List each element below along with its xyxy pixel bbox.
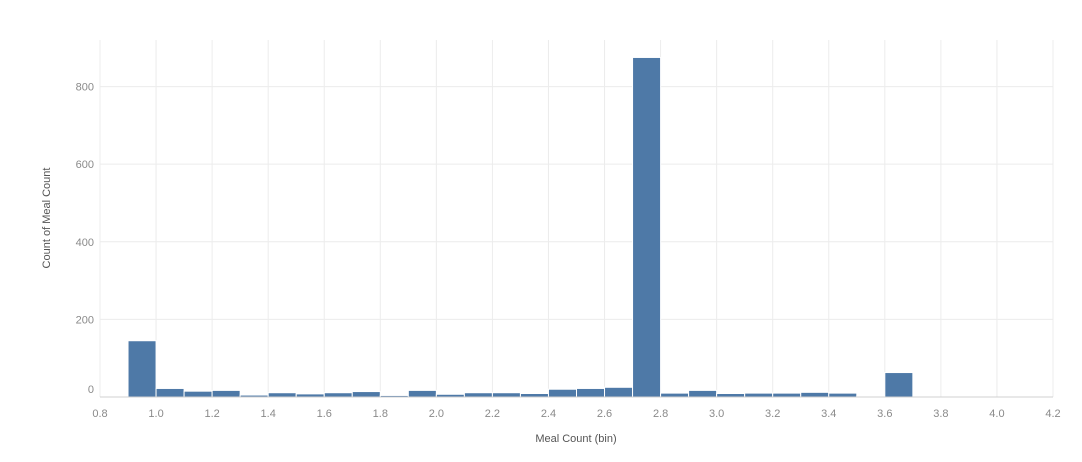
x-tick-label: 2.6 — [597, 408, 612, 420]
x-tick-label: 3.4 — [821, 408, 836, 420]
histogram-bar[interactable] — [604, 386, 634, 398]
x-tick-label: 3.6 — [877, 408, 892, 420]
histogram-bar[interactable] — [491, 392, 521, 398]
histogram-bar[interactable] — [323, 392, 353, 398]
x-tick-label: 1.2 — [204, 408, 219, 420]
x-axis-title: Meal Count (bin) — [535, 433, 616, 445]
y-tick-label: 200 — [76, 314, 94, 326]
histogram-bar[interactable] — [660, 392, 690, 398]
y-tick-label: 600 — [76, 159, 94, 171]
x-tick-label: 1.8 — [373, 408, 388, 420]
x-tick-label: 3.8 — [933, 408, 948, 420]
x-tick-label: 4.2 — [1045, 408, 1060, 420]
histogram-bar[interactable] — [828, 392, 858, 398]
histogram-bar[interactable] — [267, 392, 297, 398]
x-tick-label: 2.8 — [653, 408, 668, 420]
y-tick-label: 800 — [76, 82, 94, 94]
histogram-bar[interactable] — [576, 387, 606, 398]
x-tick-label: 3.2 — [765, 408, 780, 420]
x-tick-label: 3.0 — [709, 408, 724, 420]
histogram-bar[interactable] — [744, 392, 774, 398]
x-tick-label: 2.0 — [429, 408, 444, 420]
x-tick-label: 1.0 — [148, 408, 163, 420]
x-tick-label: 1.6 — [317, 408, 332, 420]
y-tick-label: 400 — [76, 237, 94, 249]
histogram-bar[interactable] — [884, 372, 914, 398]
x-tick-label: 4.0 — [989, 408, 1004, 420]
histogram-bar[interactable] — [211, 389, 241, 398]
x-tick-label: 0.8 — [92, 408, 107, 420]
histogram-bar[interactable] — [716, 393, 746, 398]
histogram-bar[interactable] — [155, 387, 185, 398]
histogram-bar[interactable] — [800, 391, 830, 398]
y-tick-label: 0 — [88, 384, 94, 396]
histogram-bar[interactable] — [463, 392, 493, 398]
bars-layer — [127, 56, 914, 398]
histogram-bar[interactable] — [407, 389, 437, 398]
y-axis-title: Count of Meal Count — [41, 168, 53, 269]
histogram-bar[interactable] — [127, 340, 157, 398]
histogram-bar[interactable] — [547, 388, 577, 398]
ticks-layer: 0.8 1.0 1.2 1.4 1.6 1.8 2.0 2.2 2.4 2.6 2.8 3.0 3.2 3… — [76, 82, 1061, 420]
x-tick-label: 1.4 — [261, 408, 276, 420]
histogram-bar[interactable] — [351, 391, 381, 398]
histogram-bar[interactable] — [772, 392, 802, 398]
histogram-bar[interactable] — [183, 390, 213, 398]
grid-layer — [99, 40, 1054, 397]
x-tick-label: 2.4 — [541, 408, 556, 420]
histogram-bar[interactable] — [688, 389, 718, 398]
histogram-bar[interactable] — [632, 56, 662, 398]
histogram-bar[interactable] — [519, 393, 549, 398]
x-tick-label: 2.2 — [485, 408, 500, 420]
